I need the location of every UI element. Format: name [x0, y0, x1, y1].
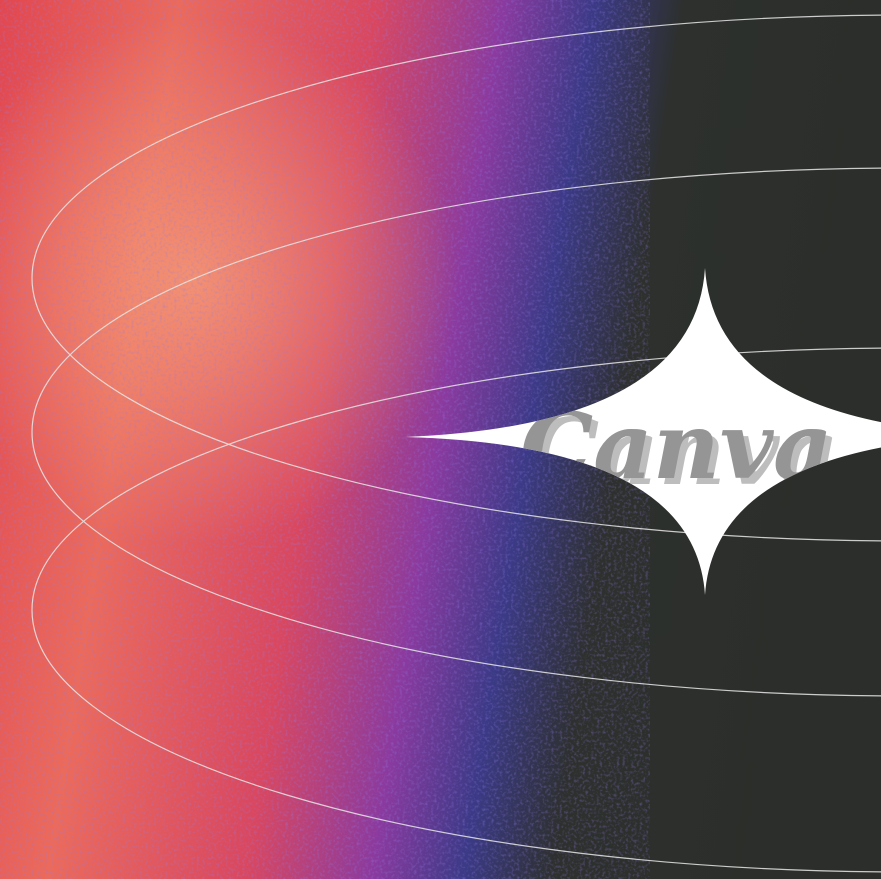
star — [405, 268, 881, 595]
ring — [31, 347, 881, 873]
rings — [31, 14, 881, 873]
ring — [31, 167, 881, 697]
ring — [31, 14, 881, 542]
